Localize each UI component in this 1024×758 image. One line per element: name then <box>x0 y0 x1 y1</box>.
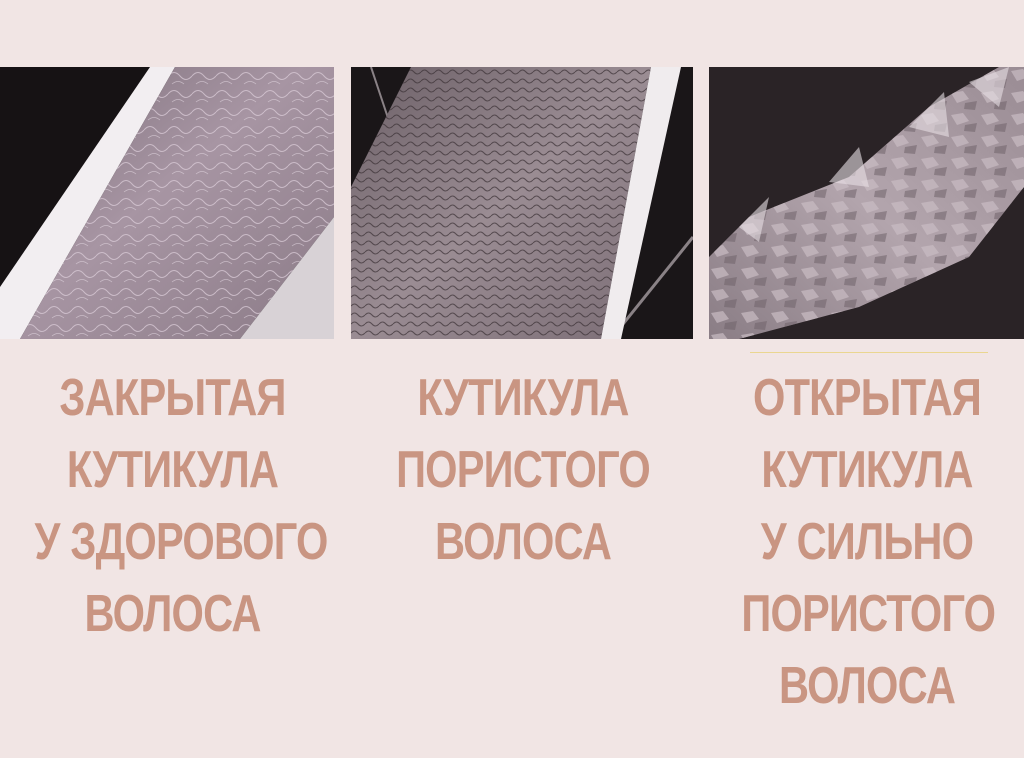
caption-line: КУТИКУЛА <box>417 369 629 427</box>
caption-line: У СИЛЬНО <box>760 513 974 571</box>
caption-line: ВОЛОСА <box>434 513 612 571</box>
caption-line: У ЗДОРОВОГО <box>34 513 329 571</box>
caption-line: КУТИКУЛА <box>761 441 973 499</box>
damaged-hair-micrograph <box>709 67 1024 339</box>
healthy-hair-micrograph <box>0 67 334 339</box>
caption-line: ПОРИСТОГО <box>741 585 996 643</box>
caption-porous-hair: КУТИКУЛА ПОРИСТОГО ВОЛОСА <box>353 362 693 578</box>
caption-very-porous-hair: ОТКРЫТАЯ КУТИКУЛА У СИЛЬНО ПОРИСТОГО ВОЛ… <box>710 362 1024 722</box>
caption-line: ВОЛОСА <box>84 585 261 643</box>
caption-line: ПОРИСТОГО <box>396 441 651 499</box>
caption-line: ОТКРЫТАЯ <box>753 369 982 427</box>
divider-line <box>750 352 988 353</box>
caption-line: ЗАКРЫТАЯ <box>59 369 286 427</box>
caption-line: ВОЛОСА <box>778 657 956 715</box>
caption-line: КУТИКУЛА <box>66 441 279 499</box>
porous-hair-micrograph <box>351 67 693 339</box>
caption-healthy-hair: ЗАКРЫТАЯ КУТИКУЛА У ЗДОРОВОГО ВОЛОСА <box>0 362 345 650</box>
